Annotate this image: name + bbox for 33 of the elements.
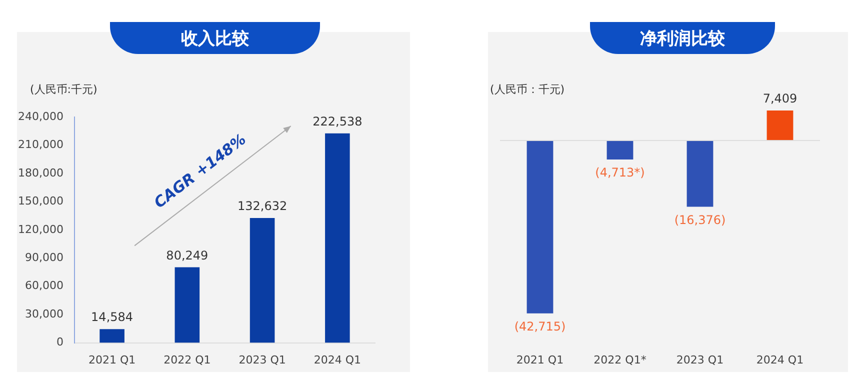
bar <box>325 133 350 343</box>
x-tick-label: 2022 Q1* <box>594 353 647 366</box>
x-tick-label: 2024 Q1 <box>314 353 362 366</box>
x-tick-label: 2023 Q1 <box>676 353 724 366</box>
y-tick-label: 30,000 <box>24 307 64 320</box>
x-tick-label: 2021 Q1 <box>88 353 136 366</box>
data-label: 7,409 <box>762 92 798 106</box>
y-tick-label: 150,000 <box>18 194 64 208</box>
y-tick-label: 120,000 <box>18 222 64 236</box>
x-tick-label: 2022 Q1 <box>164 353 211 366</box>
chart-title: 净利润比较 <box>590 22 775 54</box>
data-label: (42,715) <box>514 319 566 334</box>
y-tick-label: 90,000 <box>24 250 64 264</box>
data-label: 14,584 <box>91 310 134 324</box>
y-tick-label: 180,000 <box>18 166 64 180</box>
y-tick-label: 60,000 <box>24 279 64 292</box>
x-tick-label: 2023 Q1 <box>238 353 286 366</box>
bar <box>250 218 275 343</box>
data-label: (16,376) <box>674 212 726 227</box>
data-label: 132,632 <box>237 199 288 214</box>
bar <box>174 267 200 343</box>
data-label: 80,249 <box>166 248 208 262</box>
y-tick-label: 210,000 <box>18 138 64 152</box>
chart-title: 收入比较 <box>110 22 320 54</box>
bar <box>100 329 124 343</box>
data-label: (4,713*) <box>595 166 645 180</box>
x-tick-label: 2021 Q1 <box>516 353 564 366</box>
y-tick-label: 0 <box>56 336 64 349</box>
y-axis-title: (人民币:千元) <box>30 82 98 97</box>
y-axis-title: (人民币：千元) <box>490 82 565 97</box>
data-label: 222,538 <box>312 114 362 129</box>
x-tick-label: 2024 Q1 <box>756 353 804 366</box>
y-tick-label: 240,000 <box>18 110 64 123</box>
